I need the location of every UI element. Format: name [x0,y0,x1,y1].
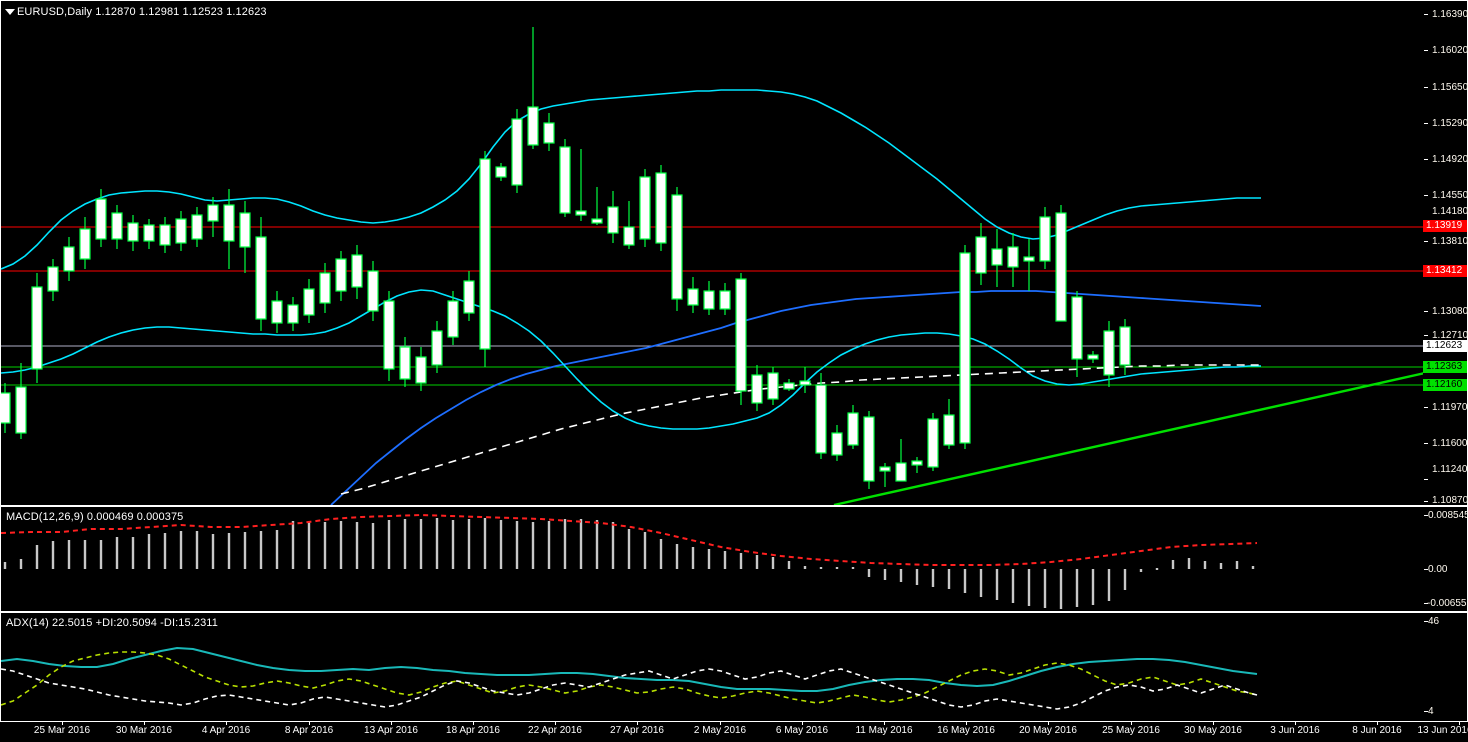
time-axis-label: 3 Jun 2016 [1270,725,1320,736]
time-axis-label: 13 Jun 2016 [1417,725,1468,736]
price-tick-label: 1.10870 [1432,495,1468,506]
time-axis-label: 25 May 2016 [1102,725,1160,736]
macd-signal-line [1,513,1258,566]
price-tag-resistance-1[interactable]: 1.13919 [1423,220,1467,232]
price-chart-panel[interactable]: EURUSD,Daily 1.12870 1.12981 1.12523 1.1… [0,0,1468,506]
time-axis-label: 2 May 2016 [693,725,747,736]
macd-axis[interactable]: 0.008545 0.00 -0.006553 [1423,507,1468,611]
price-tag-current[interactable]: 1.12623 [1423,340,1467,352]
time-axis-label: 25 Mar 2016 [33,725,91,736]
adx-line [1,646,1258,692]
price-tag-support-2[interactable]: 1.12160 [1423,379,1467,391]
price-axis[interactable]: 1.16390 1.16020 1.15650 1.15290 1.14920 … [1423,1,1468,506]
time-axis-label: 16 May 2016 [937,725,995,736]
adx-tick-label: 4 [1428,706,1434,717]
symbol-header: EURUSD,Daily 1.12870 1.12981 1.12523 1.1… [17,6,267,18]
price-tick-label: 1.11970 [1432,402,1468,413]
time-axis-label: 13 Apr 2016 [364,725,418,736]
price-tick-label: 1.15290 [1432,118,1468,129]
price-tick-label: 1.11240 [1432,464,1468,475]
time-axis[interactable]: 25 Mar 2016 30 Mar 2016 4 Apr 2016 8 Apr… [0,722,1468,742]
macd-tick-label: 0.00 [1428,564,1448,575]
minus-di-line [1,668,1258,710]
bollinger-lower-line [1,289,1261,430]
adx-header: ADX(14) 22.5015 +DI:20.5094 -DI:15.2311 [6,617,218,629]
bollinger-upper-line [1,89,1261,270]
plus-di-line [1,651,1258,706]
price-svg [1,27,1423,505]
price-tick-label: 1.13080 [1432,306,1468,317]
time-axis-label: 6 May 2016 [775,725,829,736]
candlestick-series [1,27,1131,489]
adx-tick-label: 46 [1428,616,1440,627]
time-axis-label: 8 Jun 2016 [1352,725,1402,736]
time-axis-label: 11 May 2016 [855,725,913,736]
adx-plot-area[interactable] [1,613,1423,721]
macd-svg [1,513,1258,609]
time-axis-label: 20 May 2016 [1019,725,1077,736]
horizontal-line-group [1,226,1423,386]
adx-svg [1,646,1258,710]
time-axis-label: 30 May 2016 [1184,725,1242,736]
chevron-down-icon[interactable] [5,9,15,15]
time-axis-label: 8 Apr 2016 [284,725,334,736]
price-plot-area[interactable] [1,1,1423,505]
time-axis-label: 18 Apr 2016 [446,725,500,736]
price-tick-label: 1.16020 [1432,45,1468,56]
price-tick-label: 1.15650 [1432,82,1468,93]
price-tick-label: 1.14920 [1432,154,1468,165]
adx-axis[interactable]: 46 4 [1423,613,1467,721]
macd-histogram [3,518,1255,609]
price-tag-resistance-2[interactable]: 1.13412 [1423,265,1467,277]
price-tick-label: 1.14550 [1432,190,1468,201]
time-axis-label: 30 Mar 2016 [115,725,173,736]
price-tick-label: 1.12710 [1432,330,1468,341]
time-axis-label: 4 Apr 2016 [201,725,251,736]
time-axis-label: 22 Apr 2016 [528,725,582,736]
moving-average-blue-line [330,290,1262,505]
adx-panel[interactable]: ADX(14) 22.5015 +DI:20.5094 -DI:15.2311 … [0,612,1468,722]
price-tick-label: 1.16390 [1432,9,1468,20]
trend-line [833,372,1423,505]
macd-header: MACD(12,26,9) 0.000469 0.000375 [6,511,184,523]
price-tick-label: 1.11600 [1432,438,1468,449]
price-tag-support-1[interactable]: 1.12363 [1423,361,1467,373]
price-tick-label: 1.14180 [1432,206,1468,217]
time-axis-label: 27 Apr 2016 [610,725,664,736]
moving-average-dashed-line [340,364,1261,495]
macd-tick-label: 0.008545 [1428,510,1468,521]
macd-tick-label: -0.006553 [1427,598,1468,609]
price-tick-label: 1.13810 [1432,236,1468,247]
macd-plot-area[interactable] [1,507,1423,611]
macd-panel[interactable]: MACD(12,26,9) 0.000469 0.000375 [0,506,1468,612]
